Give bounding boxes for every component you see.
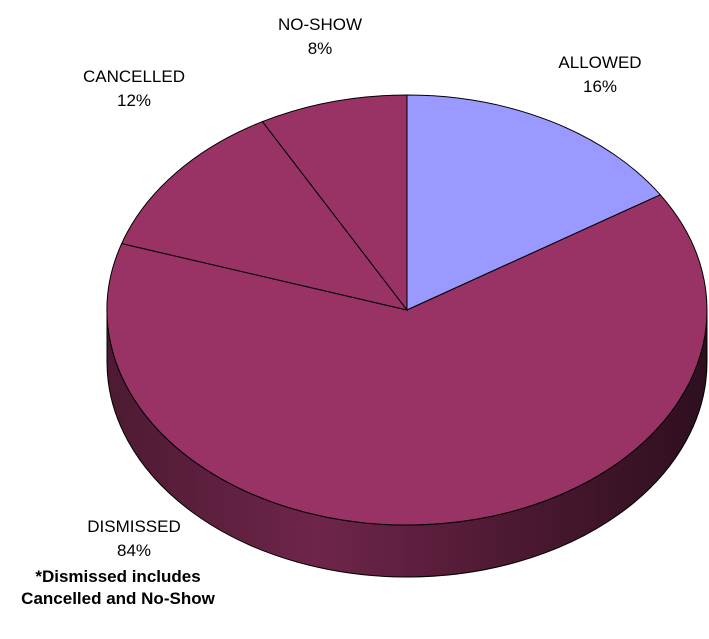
footnote: *Dismissed includes Cancelled and No-Sho…: [0, 566, 236, 610]
pie-slice-no-show: [261, 94, 408, 312]
pie-slice-dismissed-other: [106, 194, 708, 526]
pie-slice-cancelled: [120, 120, 409, 311]
label-no-show-percent: 8%: [308, 39, 333, 58]
slice-label-cancelled: CANCELLED 12%: [83, 67, 185, 110]
label-allowed-percent: 16%: [583, 77, 617, 96]
slice-label-allowed: ALLOWED 16%: [558, 53, 641, 96]
label-no-show-name: NO-SHOW: [278, 15, 362, 34]
pie-slices: [106, 94, 708, 526]
pie-slice-allowed: [406, 94, 662, 311]
label-cancelled-percent: 12%: [117, 91, 151, 110]
footnote-line-1: *Dismissed includes: [35, 567, 201, 586]
footnote-line-2: Cancelled and No-Show: [21, 589, 215, 608]
label-cancelled-name: CANCELLED: [83, 67, 185, 86]
label-dismissed-percent: 84%: [117, 541, 151, 560]
label-allowed-name: ALLOWED: [558, 53, 641, 72]
slice-label-no-show: NO-SHOW 8%: [278, 15, 362, 58]
slice-label-dismissed: DISMISSED 84%: [87, 517, 181, 560]
label-dismissed-name: DISMISSED: [87, 517, 181, 536]
